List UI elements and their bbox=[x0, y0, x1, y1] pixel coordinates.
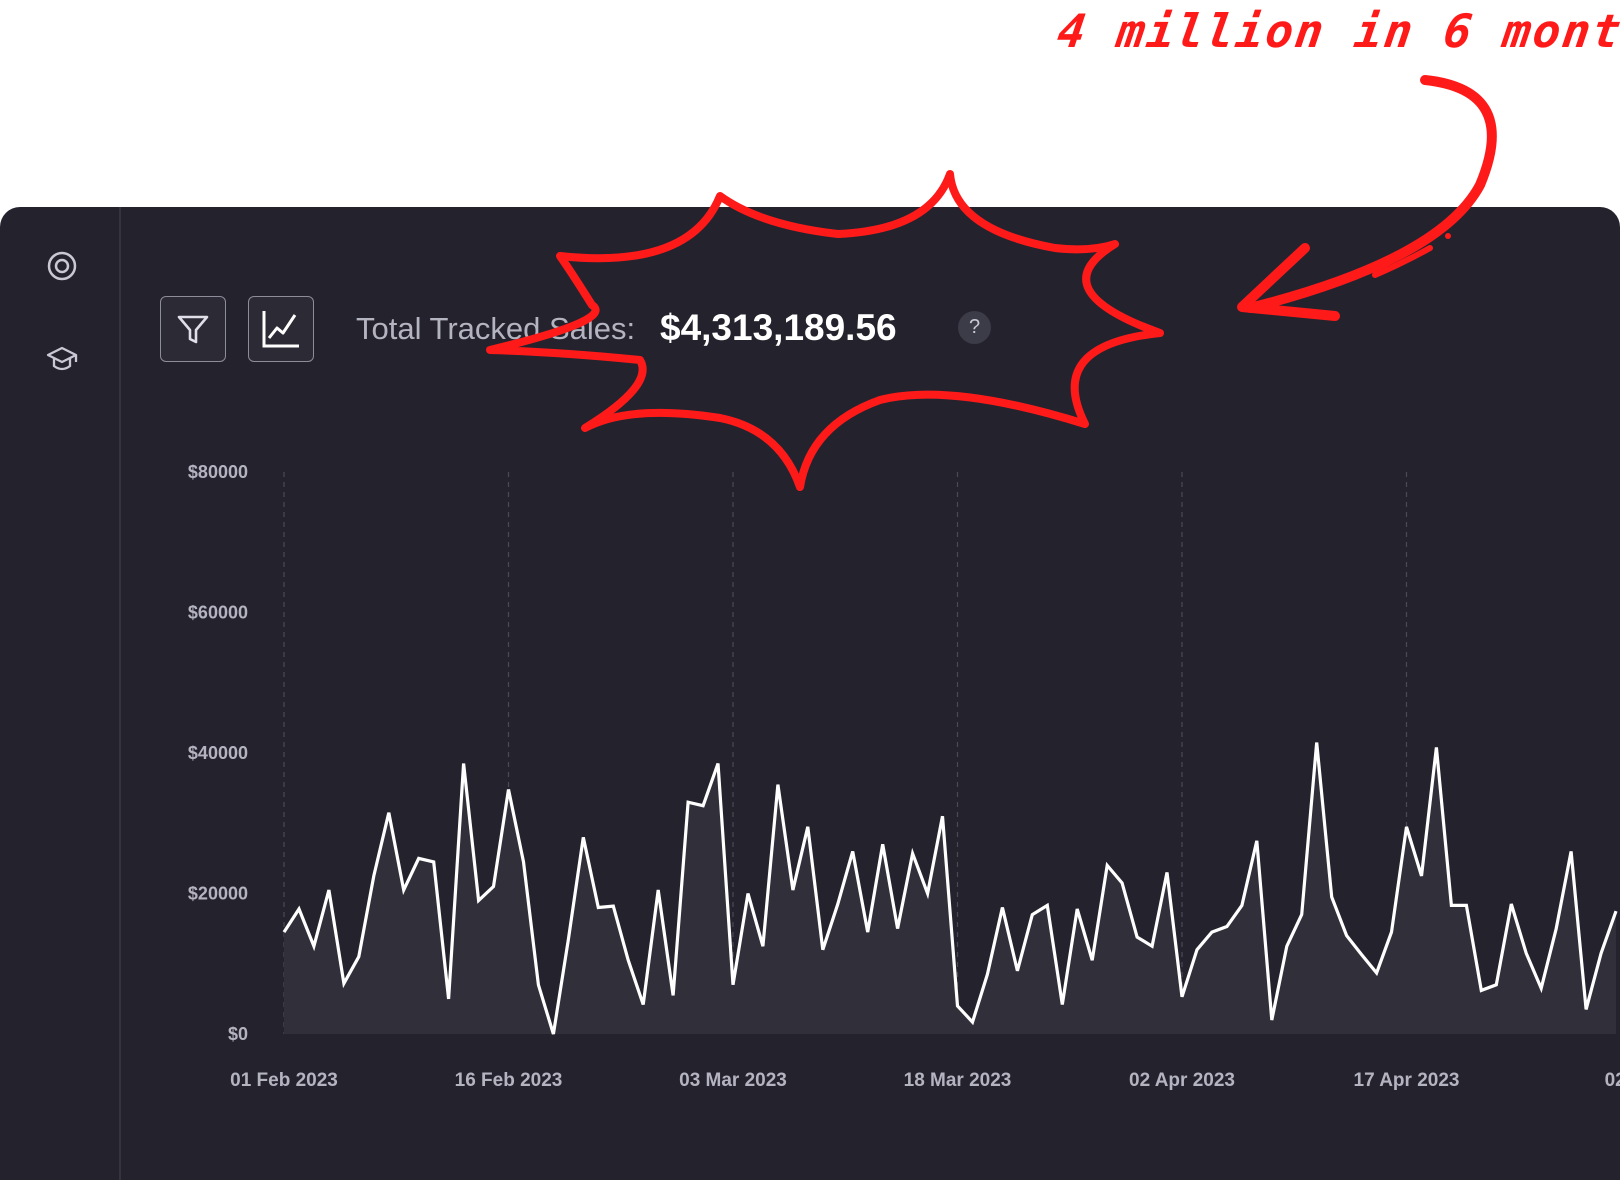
sidebar bbox=[0, 207, 121, 1180]
y-tick-label: $80000 bbox=[188, 462, 248, 482]
x-tick-label: 02 Ma bbox=[1605, 1070, 1620, 1091]
filter-button[interactable] bbox=[160, 296, 226, 362]
filter-icon bbox=[177, 315, 209, 344]
line-chart-icon bbox=[262, 311, 299, 348]
app-frame: Total Tracked Sales: $4,313,189.56 ? $0 $… bbox=[0, 207, 1620, 1180]
chart-toggle-button[interactable] bbox=[248, 296, 314, 362]
target-icon[interactable] bbox=[44, 248, 80, 284]
y-tick-label: $60000 bbox=[188, 603, 248, 623]
x-tick-label: 17 Apr 2023 bbox=[1354, 1070, 1460, 1091]
x-tick-label: 03 Mar 2023 bbox=[679, 1070, 787, 1091]
x-tick-label: 18 Mar 2023 bbox=[904, 1070, 1012, 1091]
annotation-text: 4 million in 6 months bbox=[1054, 4, 1620, 58]
x-tick-label: 16 Feb 2023 bbox=[455, 1070, 563, 1091]
y-tick-label: $40000 bbox=[188, 743, 248, 763]
series-line bbox=[282, 742, 1618, 1035]
series-area bbox=[284, 742, 1616, 1034]
y-tick-label: $20000 bbox=[188, 884, 248, 904]
y-tick-label: $0 bbox=[228, 1024, 248, 1044]
x-tick-label: 01 Feb 2023 bbox=[230, 1070, 338, 1091]
x-tick-label: 02 Apr 2023 bbox=[1129, 1070, 1235, 1091]
graduation-cap-icon[interactable] bbox=[44, 341, 80, 377]
sales-chart: $0 $20000 $40000 $60000 $80000 01 Feb 2023 16 … bbox=[188, 462, 1620, 1091]
